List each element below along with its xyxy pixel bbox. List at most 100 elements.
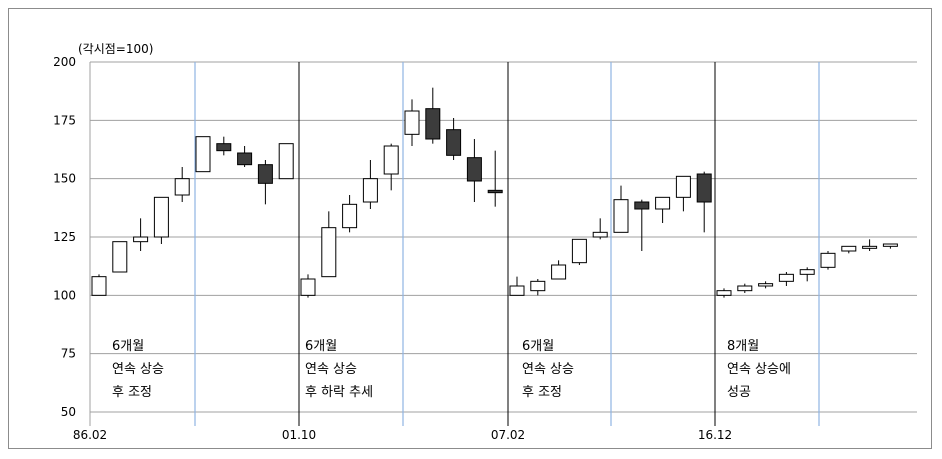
candle-body — [321, 227, 337, 278]
candle-body — [300, 278, 316, 296]
candles — [91, 87, 898, 298]
candle-body — [862, 245, 878, 249]
candle-body — [592, 231, 608, 238]
candle — [91, 274, 107, 296]
candle — [758, 281, 774, 289]
y-tick-label: 50 — [61, 405, 76, 419]
candle — [592, 218, 608, 240]
candle-body — [509, 285, 525, 296]
candle — [362, 160, 378, 209]
candle — [571, 238, 587, 265]
period-annotation-line: 후 조정 — [522, 385, 562, 400]
candle — [342, 195, 358, 233]
period-annotation-line: 연속 상승에 — [727, 362, 791, 377]
candle — [237, 146, 253, 167]
candle — [675, 175, 691, 212]
candle-body — [696, 173, 712, 203]
candle-body — [257, 164, 273, 184]
candle — [530, 279, 546, 296]
candle-body — [634, 201, 650, 210]
candle-body — [737, 285, 753, 292]
candle — [696, 171, 712, 233]
candle-body — [758, 283, 774, 287]
candle-body — [216, 143, 232, 152]
candle-body — [342, 203, 358, 229]
candle-body — [237, 152, 253, 166]
candle-body — [799, 269, 815, 275]
x-tick-label: 86.02 — [73, 428, 107, 442]
candle-body — [675, 175, 691, 198]
candle-body — [91, 276, 107, 296]
x-axis-ticks: 86.02 01.10 07.02 16.12 — [73, 428, 732, 442]
y-tick-label: 150 — [53, 172, 76, 186]
candle-body — [882, 243, 898, 247]
candle — [383, 143, 399, 191]
candle — [737, 283, 753, 293]
candle — [446, 118, 462, 160]
candle-body — [362, 178, 378, 203]
y-tick-label: 125 — [53, 230, 76, 244]
candle-body — [613, 199, 629, 233]
period-annotation-line: 연속 상승 — [305, 362, 357, 377]
candle-body — [133, 236, 149, 243]
candle-body — [841, 245, 857, 252]
period-dividers — [89, 62, 820, 426]
y-tick-label: 200 — [53, 55, 76, 69]
candle — [778, 272, 794, 286]
candle — [174, 167, 190, 202]
candle — [466, 139, 482, 202]
candle-body — [820, 252, 836, 268]
candle — [425, 87, 441, 144]
y-tick-label: 175 — [53, 113, 76, 127]
candle — [841, 245, 857, 254]
candle-body — [404, 110, 420, 135]
candle-body — [466, 157, 482, 182]
candle-body — [571, 238, 587, 264]
period-annotation-line: 6개월 — [305, 339, 337, 354]
period-annotation-line: 후 하락 추세 — [305, 385, 373, 400]
candle — [655, 196, 671, 223]
candle — [300, 274, 316, 298]
candle — [634, 199, 650, 251]
candle — [404, 99, 420, 146]
candle-body — [716, 290, 732, 296]
candle — [153, 196, 169, 244]
candle-body — [446, 129, 462, 156]
candle — [112, 241, 128, 273]
x-tick-label: 01.10 — [282, 428, 316, 442]
candle — [820, 251, 836, 270]
x-tick-label: 07.02 — [491, 428, 525, 442]
period-annotation-line: 8개월 — [727, 339, 759, 354]
period-annotation-line: 6개월 — [522, 339, 554, 354]
period-annotation-line: 6개월 — [112, 339, 144, 354]
candle — [862, 239, 878, 251]
y-tick-label: 100 — [53, 288, 76, 302]
y-tick-label: 75 — [61, 347, 76, 361]
candle — [551, 260, 567, 280]
candle-body — [655, 196, 671, 210]
candle-body — [530, 280, 546, 292]
period-annotation-line: 연속 상승 — [112, 362, 164, 377]
candle — [195, 136, 211, 173]
candle-body — [778, 273, 794, 282]
candle-body — [195, 136, 211, 173]
unit-label: (각시점=100) — [78, 42, 153, 56]
candle — [613, 185, 629, 233]
candle — [278, 143, 294, 180]
candle — [487, 150, 503, 207]
period-annotation-line: 성공 — [727, 385, 751, 400]
x-tick-label: 16.12 — [698, 428, 732, 442]
candle-body — [551, 264, 567, 280]
candle — [321, 211, 337, 278]
candle — [509, 276, 525, 296]
gridlines — [90, 61, 917, 413]
y-axis-ticks: 50 75 100 125 150 175 200 — [53, 55, 76, 419]
candle-body — [174, 178, 190, 196]
candle-body — [112, 241, 128, 273]
candle — [882, 243, 898, 249]
candle-body — [278, 143, 294, 180]
candle-body — [487, 189, 503, 194]
candle — [257, 160, 273, 205]
